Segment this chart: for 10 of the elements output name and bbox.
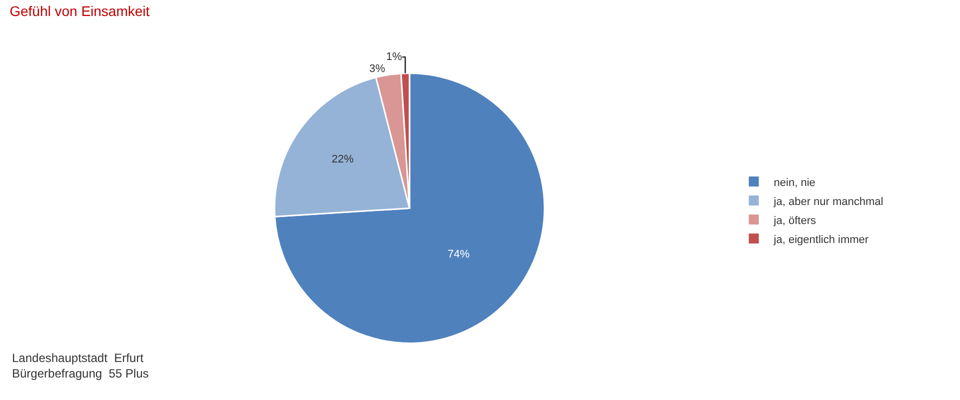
- text: Landeshauptstadt Erfurt Bürgerbefragung 55 Plus: [12, 351, 149, 381]
- text: Gefühl von Einsamkeit: [10, 2, 150, 19]
- legend-label: ja, aber nur manchmal: [772, 196, 884, 208]
- legend-label: ja, öfters: [772, 214, 816, 227]
- data-label: 1%: [386, 51, 402, 64]
- legend-label: ja, eigentlich immer: [772, 234, 869, 246]
- legend-label: nein, nie: [774, 176, 816, 189]
- data-label: 74%: [448, 248, 470, 260]
- data-label: 3%: [369, 63, 386, 76]
- data-label: 22%: [332, 154, 354, 166]
